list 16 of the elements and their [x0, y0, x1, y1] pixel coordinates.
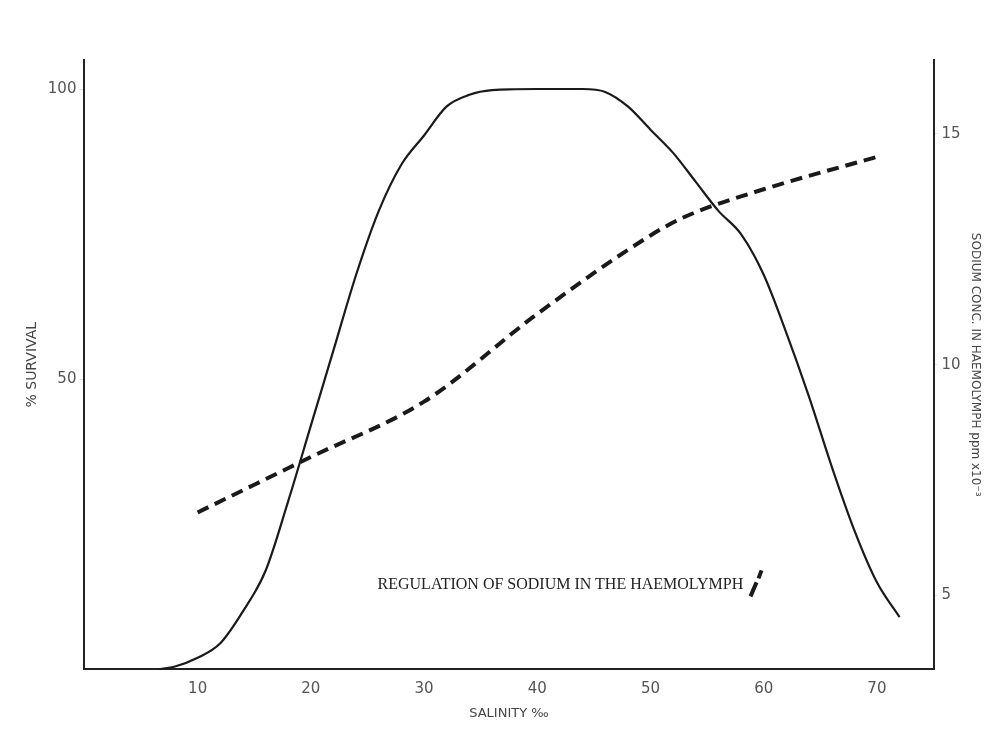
x-axis-title: SALINITY ‰: [469, 704, 549, 720]
line-series: [195, 154, 879, 515]
y-tick-label: 100: [47, 78, 77, 97]
y-axis-title: % SURVIVAL: [23, 321, 40, 408]
y2-tick-label: 5: [941, 585, 952, 604]
x-tick-label: 30: [414, 679, 434, 698]
x-tick-label: 20: [301, 679, 321, 698]
x-tick-label: 70: [867, 679, 887, 698]
y2-axis-title: SODIUM CONC. IN HAEMOLYMPH ppm x10⁻³: [968, 232, 983, 497]
x-tick-label: 10: [188, 679, 208, 698]
x-tick-label: 50: [640, 679, 661, 698]
x-tick-label: 60: [754, 679, 774, 698]
y2-tick-label: 15: [941, 123, 961, 142]
x-tick-label: 40: [527, 679, 547, 698]
y2-tick-label: 10: [941, 354, 961, 373]
legend-label: REGULATION OF SODIUM IN THE HAEMOLYMPH: [377, 574, 744, 592]
